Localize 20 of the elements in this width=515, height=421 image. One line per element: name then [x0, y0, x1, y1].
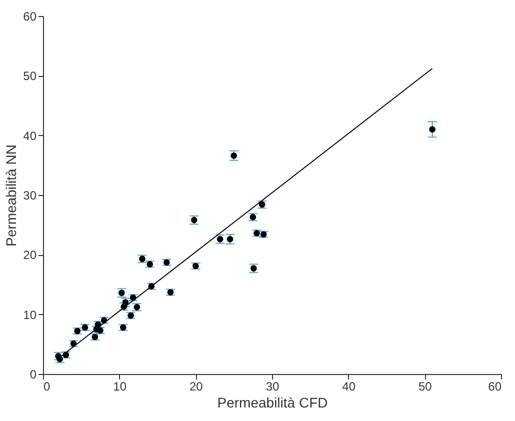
x-tick-label: 0	[44, 380, 50, 394]
y-tick-label: 50	[23, 69, 37, 84]
point	[226, 236, 234, 242]
x-tick-label: 60	[488, 380, 502, 394]
x-tick-label: 10	[113, 380, 127, 394]
point	[216, 236, 224, 242]
y-axis-title: Permeabilità NN	[3, 144, 20, 246]
x-tick-label: 30	[266, 380, 280, 394]
y-tick-label: 20	[23, 248, 37, 262]
y-tick-label: 40	[23, 128, 37, 143]
x-axis-title: Permeabilità CFD	[217, 394, 328, 410]
y-tick-label: 60	[23, 10, 37, 24]
point	[230, 152, 237, 159]
x-tick-label: 20	[189, 380, 204, 394]
x-tick-label: 40	[342, 380, 356, 394]
y-tick-label: 0	[30, 368, 37, 382]
point	[429, 126, 436, 133]
x-tick-label: 50	[418, 380, 432, 394]
y-tick-label: 30	[23, 188, 37, 202]
y-tick-label: 10	[23, 308, 37, 322]
